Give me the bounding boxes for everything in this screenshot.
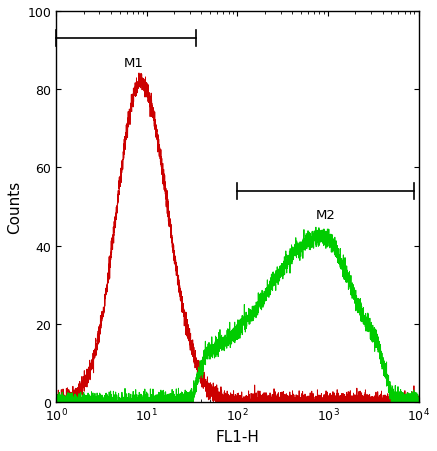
X-axis label: FL1-H: FL1-H [215,429,259,444]
Y-axis label: Counts: Counts [7,180,22,234]
Text: M2: M2 [316,209,336,222]
Text: M1: M1 [124,57,144,70]
